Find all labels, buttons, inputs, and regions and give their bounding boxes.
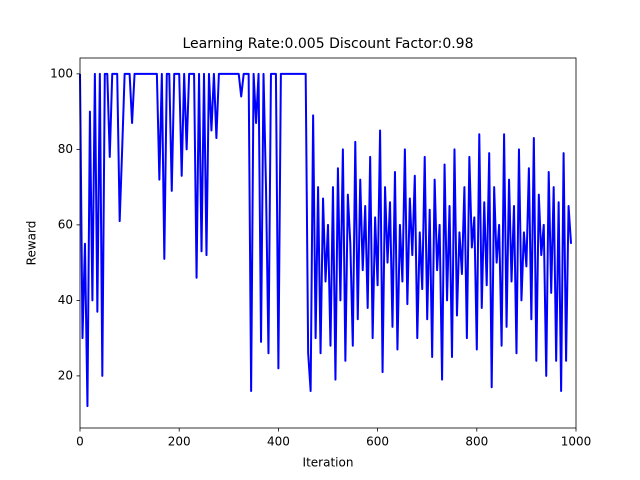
- x-tick-label: 200: [168, 435, 191, 449]
- data-line: [79, 72, 573, 408]
- chart-title: Learning Rate:0.005 Discount Factor:0.98: [183, 36, 474, 52]
- y-tick-label: 40: [58, 293, 73, 307]
- x-tick-label: 1000: [561, 435, 592, 449]
- plot-frame: [79, 57, 577, 429]
- x-tick-label: 0: [76, 435, 84, 449]
- y-tick-label: 60: [58, 217, 73, 231]
- y-tick-label: 80: [58, 142, 73, 156]
- x-axis-label: Iteration: [303, 456, 354, 470]
- y-tick-label: 20: [58, 368, 73, 382]
- x-tick-label: 600: [366, 435, 389, 449]
- x-tick-label: 400: [267, 435, 290, 449]
- y-axis-label: Reward: [25, 221, 39, 266]
- x-tick-label: 800: [465, 435, 488, 449]
- y-tick-label: 100: [50, 66, 73, 80]
